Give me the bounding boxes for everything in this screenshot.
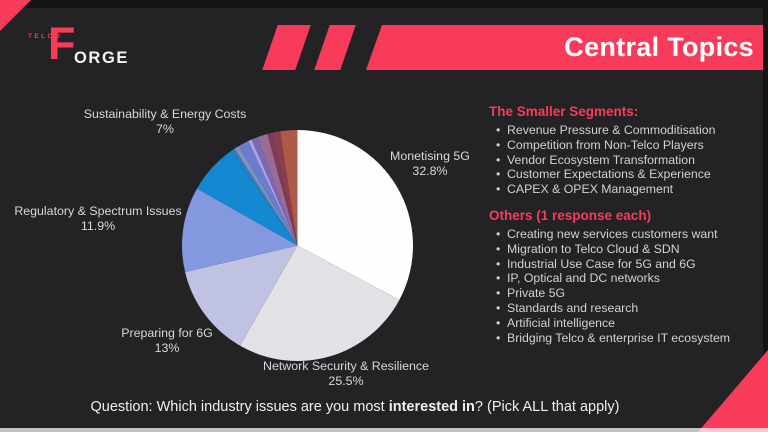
bullet-item: CAPEX & OPEX Management: [489, 182, 765, 197]
pie-slice: [248, 139, 298, 246]
pie-slice: [297, 130, 413, 300]
smaller-segments-heading: The Smaller Segments:: [489, 104, 639, 119]
title-banner: Central Topics: [366, 25, 763, 70]
bullet-item: Bridging Telco & enterprise IT ecosystem: [489, 331, 765, 346]
pie-slice: [239, 245, 400, 361]
bottom-light-strip: [0, 428, 768, 432]
bullet-item: Competition from Non-Telco Players: [489, 138, 765, 153]
right-frame-strip: [763, 0, 768, 432]
pie-slice: [280, 130, 298, 246]
pie-label-preparing-6g: Preparing for 6G 13%: [87, 326, 247, 356]
pie-label-text: Monetising 5G: [390, 149, 470, 163]
question-suffix: ? (Pick ALL that apply): [474, 399, 620, 415]
others-list: Creating new services customers wantMigr…: [489, 227, 765, 345]
pie-label-network-security: Network Security & Resilience 25.5%: [246, 359, 446, 389]
bottom-right-red-triangle: [698, 350, 768, 432]
bullet-item: Revenue Pressure & Commoditisation: [489, 123, 765, 138]
logo-orge-text: ORGE: [74, 49, 129, 67]
logo-f-initial: F: [48, 18, 76, 69]
pie-label-sustainability-energy: Sustainability & Energy Costs 7%: [60, 107, 270, 137]
pie-chart: [182, 130, 413, 361]
bullet-item: Vendor Ecosystem Transformation: [489, 153, 765, 168]
pie-label-text: Regulatory & Spectrum Issues: [14, 204, 182, 218]
banner-stripe-2: [314, 25, 356, 70]
question-text: Question: Which industry issues are you …: [0, 399, 710, 415]
pie-slice: [272, 131, 298, 246]
pie-slice: [185, 245, 298, 346]
pie-label-text: Sustainability & Energy Costs: [83, 107, 247, 121]
question-emphasis: interested in: [388, 399, 475, 415]
pie-label-pct: 13%: [154, 341, 180, 355]
others-heading: Others (1 response each): [489, 207, 652, 223]
pie-label-pct: 7%: [156, 122, 174, 136]
logo-telco-text: TELCO: [28, 33, 63, 40]
others-section: Others (1 response each) Creating new se…: [489, 208, 765, 345]
pie-slice: [196, 151, 298, 246]
pie-label-text: Network Security & Resilience: [263, 359, 429, 373]
pie-label-monetising-5g: Monetising 5G 32.8%: [350, 149, 510, 179]
pie-label-regulatory-spectrum: Regulatory & Spectrum Issues 11.9%: [0, 204, 196, 234]
question-prefix: Question: Which industry issues are you …: [90, 399, 389, 415]
page-title: Central Topics: [564, 32, 754, 62]
telcoforge-logo: TELCO F ORGE: [0, 0, 150, 80]
bullet-item: Industrial Use Case for 5G and 6G: [489, 257, 765, 272]
bullet-item: IP, Optical and DC networks: [489, 271, 765, 286]
bullet-item: Standards and research: [489, 301, 765, 316]
pie-slice: [251, 137, 298, 246]
right-text-panel: The Smaller Segments: Revenue Pressure &…: [489, 104, 765, 345]
smaller-segments-list: Revenue Pressure & CommoditisationCompet…: [489, 123, 765, 197]
pie-label-pct: 25.5%: [328, 374, 364, 388]
pie-slice: [257, 134, 298, 246]
pie-slice: [230, 148, 298, 246]
banner-stripe-1: [262, 25, 311, 70]
pie-slice: [267, 132, 298, 246]
pie-label-pct: 11.9%: [80, 219, 116, 233]
bullet-item: Artificial intelligence: [489, 316, 765, 331]
pie-slice: [234, 146, 298, 246]
bullet-item: Customer Expectations & Experience: [489, 167, 765, 182]
smaller-segments-section: The Smaller Segments: Revenue Pressure &…: [489, 104, 765, 197]
top-frame-strip: [0, 0, 768, 8]
pie-label-pct: 32.8%: [412, 164, 448, 178]
pie-slice: [238, 140, 298, 246]
bullet-item: Migration to Telco Cloud & SDN: [489, 242, 765, 257]
pie-slice: [182, 188, 298, 273]
bullet-item: Private 5G: [489, 286, 765, 301]
pie-label-text: Preparing for 6G: [121, 326, 213, 340]
bullet-item: Creating new services customers want: [489, 227, 765, 242]
